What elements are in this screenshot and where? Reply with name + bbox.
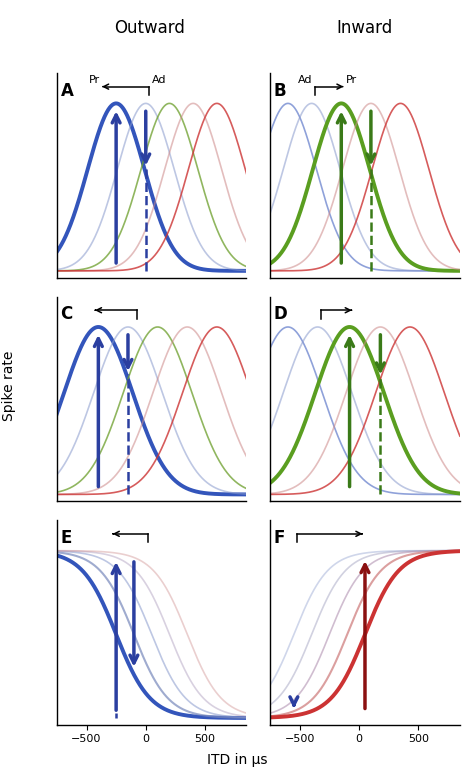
Text: C: C: [60, 305, 73, 323]
Text: Inward: Inward: [337, 19, 393, 37]
Text: Spike rate: Spike rate: [2, 350, 17, 421]
Text: Ad: Ad: [298, 75, 313, 85]
Text: F: F: [273, 529, 285, 547]
Text: B: B: [273, 82, 286, 99]
Text: Ad: Ad: [152, 75, 166, 85]
Text: Pr: Pr: [346, 75, 357, 85]
Text: Outward: Outward: [114, 19, 185, 37]
Text: Pr: Pr: [89, 75, 100, 85]
Text: E: E: [60, 529, 72, 547]
Text: ITD in μs: ITD in μs: [207, 753, 267, 767]
Text: A: A: [60, 82, 73, 99]
Text: D: D: [273, 305, 288, 323]
